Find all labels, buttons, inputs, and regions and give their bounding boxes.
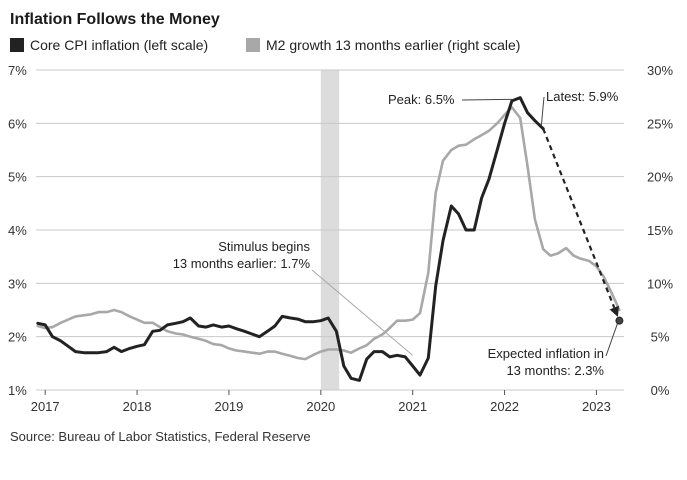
left-tick-label: 5%: [8, 170, 27, 185]
x-tick-label: 2020: [306, 399, 335, 414]
x-axis-ticks: 2017 2018 2019 2020 2021 2022 2023: [31, 390, 611, 414]
stimulus-annotation-line1: Stimulus begins: [218, 239, 310, 254]
legend-label-core-cpi: Core CPI inflation (left scale): [30, 37, 208, 53]
x-tick-label: 2019: [214, 399, 243, 414]
left-axis-ticks: 1% 2% 3% 4% 5% 6% 7%: [8, 63, 27, 398]
projection-layer: [542, 128, 624, 325]
expected-point: [615, 316, 624, 325]
left-tick-label: 3%: [8, 276, 27, 291]
chart-title: Inflation Follows the Money: [10, 11, 220, 28]
gridlines: [36, 69, 624, 391]
peak-annotation: Peak: 6.5%: [388, 92, 455, 107]
source-note: Source: Bureau of Labor Statistics, Fede…: [10, 429, 311, 444]
left-tick-label: 7%: [8, 63, 27, 78]
legend-label-m2: M2 growth 13 months earlier (right scale…: [266, 37, 520, 53]
expected-leader-line: [605, 323, 618, 357]
left-tick-label: 4%: [8, 223, 27, 238]
left-tick-label: 1%: [8, 383, 27, 398]
right-axis-ticks: 0% 5% 10% 15% 20% 25% 30%: [647, 63, 673, 398]
stimulus-leader-line: [311, 269, 414, 356]
projection-dashed-line: [542, 128, 616, 309]
right-tick-label: 5%: [651, 330, 670, 345]
series-layer: [36, 96, 621, 382]
x-tick-label: 2023: [582, 399, 611, 414]
legend: Core CPI inflation (left scale) M2 growt…: [10, 37, 520, 53]
x-tick-label: 2017: [31, 399, 60, 414]
right-tick-label: 20%: [647, 170, 673, 185]
projection-arrowhead: [609, 305, 619, 317]
x-tick-label: 2018: [123, 399, 152, 414]
expected-annotation-line2: 13 months: 2.3%: [506, 363, 604, 378]
x-tick-label: 2021: [398, 399, 427, 414]
peak-leader-line: [461, 98, 512, 101]
stimulus-annotation-line2: 13 months earlier: 1.7%: [173, 256, 311, 271]
latest-leader-line: [540, 96, 545, 127]
expected-annotation-line1: Expected inflation in: [488, 346, 604, 361]
series-line-m2: [36, 106, 621, 361]
left-tick-label: 6%: [8, 116, 27, 131]
right-tick-label: 25%: [647, 116, 673, 131]
left-tick-label: 2%: [8, 330, 27, 345]
latest-annotation: Latest: 5.9%: [546, 89, 619, 104]
right-tick-label: 0%: [651, 383, 670, 398]
legend-swatch-m2: [246, 38, 260, 52]
x-tick-label: 2022: [490, 399, 519, 414]
right-tick-label: 15%: [647, 223, 673, 238]
right-tick-label: 10%: [647, 276, 673, 291]
legend-swatch-core-cpi: [10, 38, 24, 52]
right-tick-label: 30%: [647, 63, 673, 78]
series-line-core-cpi: [36, 96, 545, 382]
